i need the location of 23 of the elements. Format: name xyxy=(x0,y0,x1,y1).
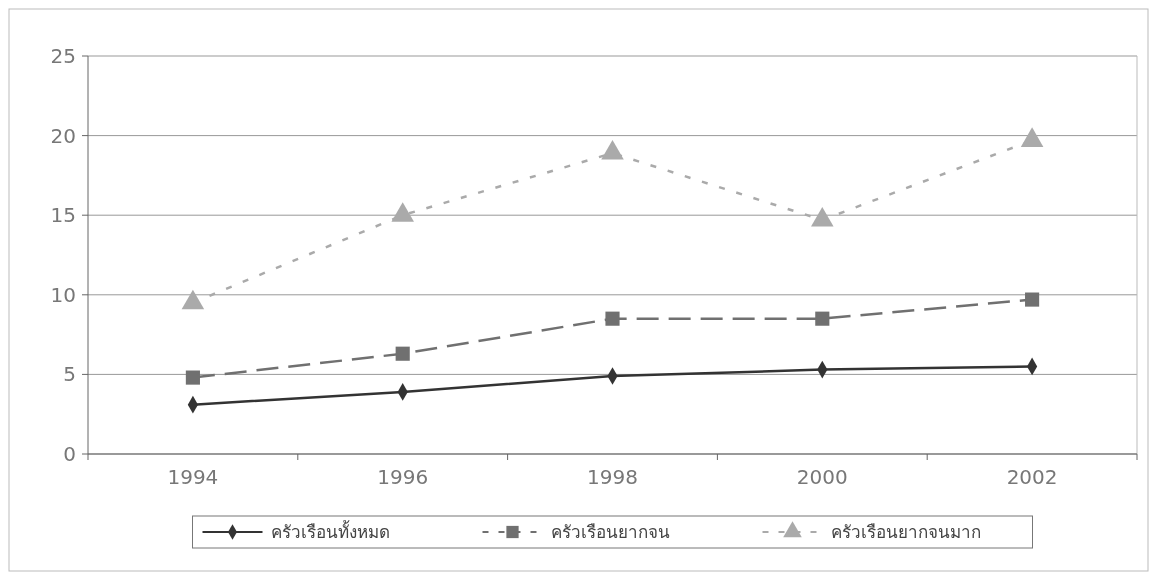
point xyxy=(605,311,620,326)
point xyxy=(815,311,830,326)
y-tick-label: 5 xyxy=(63,362,76,387)
point xyxy=(185,370,200,385)
point xyxy=(1025,292,1040,307)
y-tick-label: 15 xyxy=(50,203,76,228)
point xyxy=(395,346,410,361)
point xyxy=(1020,127,1044,147)
y-tick-label: 25 xyxy=(50,44,76,68)
x-tick-label: 1996 xyxy=(377,465,429,489)
x-tick-label: 1998 xyxy=(587,465,638,489)
x-tick-label: 2002 xyxy=(1006,465,1058,489)
legend-label: ครัวเรือนยากจนมาก xyxy=(830,521,981,542)
point xyxy=(811,206,834,227)
legend-label: ครัวเรือนทั้งหมด xyxy=(270,519,390,542)
legend-label: ครัวเรือนยากจน xyxy=(550,521,670,542)
point xyxy=(391,202,414,222)
y-tick-label: 0 xyxy=(63,442,76,466)
point xyxy=(601,140,624,160)
x-tick-label: 2000 xyxy=(796,465,848,489)
x-tick-label: 1994 xyxy=(167,465,219,489)
y-tick-label: 10 xyxy=(50,282,76,307)
y-tick-label: 20 xyxy=(50,123,76,148)
